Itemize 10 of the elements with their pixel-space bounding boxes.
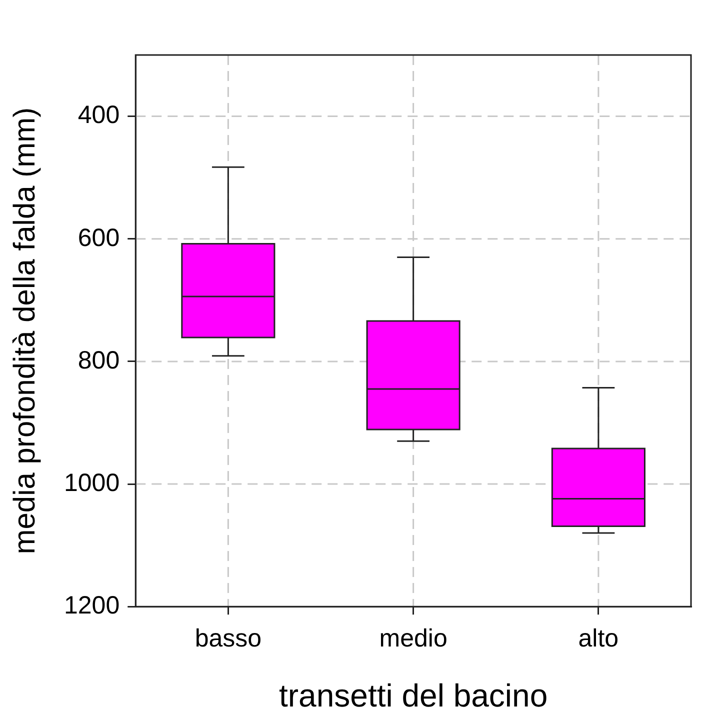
y-axis-title: media profondità della falda (mm)	[8, 107, 42, 554]
y-tick-label: 400	[78, 101, 120, 130]
y-tick-label: 1200	[64, 591, 120, 620]
x-tick-label: basso	[194, 624, 262, 652]
x-tick-label: alto	[578, 624, 619, 652]
y-tick-label: 1000	[64, 468, 120, 497]
y-tick-label: 800	[78, 346, 120, 374]
x-tick-label: medio	[379, 624, 448, 652]
y-tick-label: 600	[78, 224, 120, 252]
x-axis-title: transetti del bacino	[279, 678, 548, 714]
